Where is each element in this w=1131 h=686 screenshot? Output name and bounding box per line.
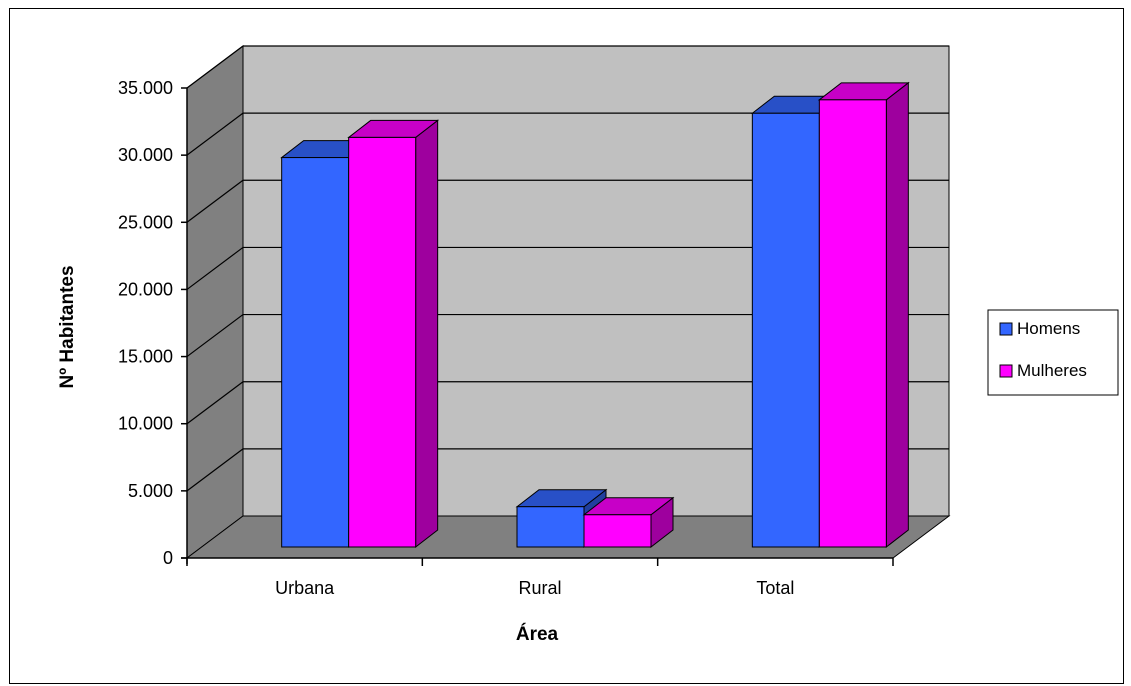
legend-label: Mulheres — [1017, 361, 1087, 380]
legend-swatch — [999, 322, 1013, 336]
y-tick-label: 30.000 — [118, 145, 173, 165]
y-tick-label: 15.000 — [118, 347, 173, 367]
x-tick-label: Urbana — [275, 578, 335, 598]
y-tick-labels: 0 5.000 10.000 15.000 20.000 25.000 30.000 35.0… — [118, 78, 173, 568]
bar-mulheres-urbana — [347, 119, 440, 549]
y-tick-label: 5.000 — [128, 481, 173, 501]
x-tick-label: Total — [756, 578, 794, 598]
y-tick-label: 20.000 — [118, 279, 173, 299]
gridline-side — [186, 314, 244, 358]
legend-swatch — [999, 364, 1013, 378]
bars — [280, 81, 910, 549]
y-tick-label: 10.000 — [118, 414, 173, 434]
gridline-side — [186, 246, 244, 290]
y-axis-title: Nº Habitantes — [57, 265, 78, 388]
bar-front — [516, 506, 585, 548]
y-tick-label: 35.000 — [118, 78, 173, 98]
bar-front — [818, 99, 887, 548]
gridline-side — [186, 45, 244, 89]
x-tick-label: Rural — [518, 578, 561, 598]
legend: Homens Mulheres — [987, 309, 1119, 396]
bar-front — [583, 514, 652, 548]
side-wall — [186, 45, 244, 559]
y-tick-label: 0 — [163, 548, 173, 568]
bar-side — [415, 119, 439, 549]
gridline-side — [186, 179, 244, 223]
bar-front — [751, 112, 820, 548]
gridline-side — [186, 112, 244, 156]
y-tick-label: 25.000 — [118, 212, 173, 232]
axes — [181, 87, 894, 566]
gridline-side — [186, 381, 244, 425]
x-tick-labels: Urbana Rural Total — [275, 578, 794, 598]
gridline-side — [186, 448, 244, 492]
bar-mulheres-total — [817, 81, 910, 549]
bar-front — [281, 157, 350, 548]
bar-side — [885, 81, 909, 549]
legend-label: Homens — [1017, 319, 1080, 338]
x-axis-title: Área — [516, 623, 559, 645]
bar-mulheres-rural — [582, 496, 675, 549]
bar-front — [348, 136, 417, 548]
